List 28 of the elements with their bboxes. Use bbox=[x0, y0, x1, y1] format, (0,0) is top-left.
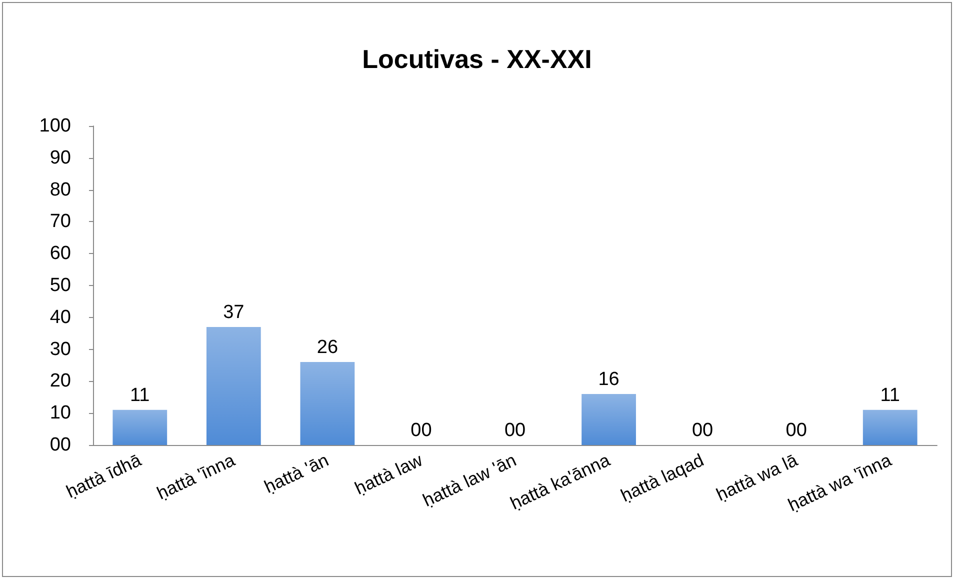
data-label: 00 bbox=[692, 420, 714, 441]
data-label: 26 bbox=[316, 337, 338, 358]
data-label: 11 bbox=[130, 384, 150, 406]
bar bbox=[582, 394, 636, 445]
y-tick-label: 30 bbox=[50, 338, 71, 360]
y-tick-label: 90 bbox=[50, 147, 71, 168]
y-tick-label: 70 bbox=[50, 211, 71, 232]
bar bbox=[862, 410, 918, 445]
bar bbox=[112, 410, 168, 445]
y-tick-label: 50 bbox=[50, 275, 71, 296]
y-tick-label: 60 bbox=[50, 243, 71, 264]
chart-title: Locutivas - XX-XXI bbox=[362, 44, 592, 74]
data-label: 00 bbox=[504, 420, 526, 441]
y-tick-label: 80 bbox=[50, 179, 71, 200]
y-tick-label: 40 bbox=[50, 306, 71, 328]
bar bbox=[300, 362, 355, 445]
data-label: 00 bbox=[786, 420, 807, 441]
y-tick-label: 10 bbox=[50, 402, 71, 424]
data-label: 16 bbox=[598, 368, 620, 390]
y-tick-label: 20 bbox=[50, 370, 71, 392]
data-label: 37 bbox=[223, 302, 244, 323]
data-label: 11 bbox=[880, 384, 900, 406]
x-tick-label: ḥattà laqad bbox=[618, 450, 707, 506]
bar bbox=[206, 326, 261, 445]
data-label: 00 bbox=[410, 420, 432, 441]
x-tick-label: ḥattà 'īnna bbox=[154, 450, 238, 504]
y-tick-label: 100 bbox=[39, 116, 71, 136]
x-tick-label: ḥattà 'ān bbox=[261, 450, 332, 498]
